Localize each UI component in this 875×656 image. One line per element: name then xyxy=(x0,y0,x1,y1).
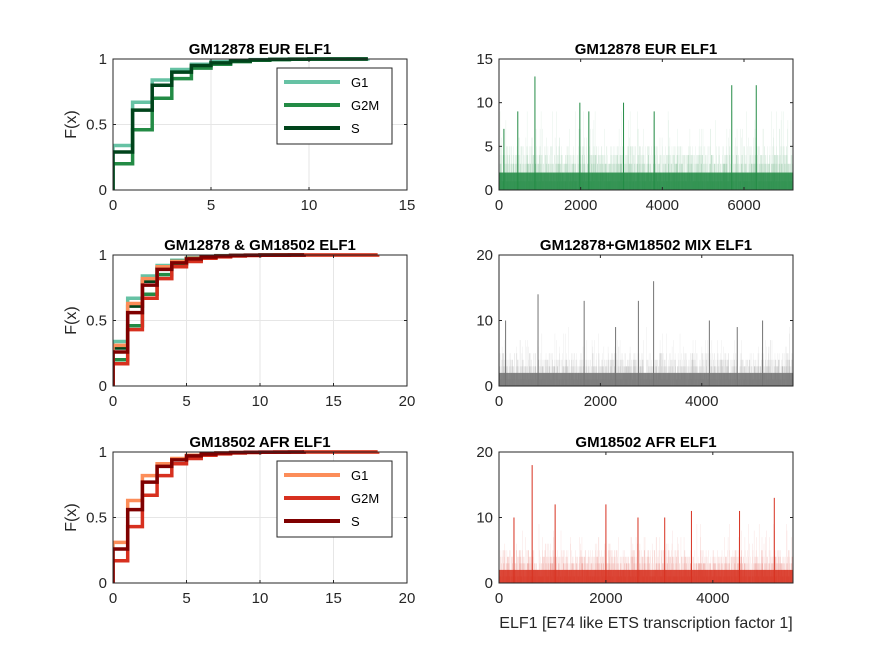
legend-label-g1: G1 xyxy=(351,75,368,90)
x-tick-label: 2000 xyxy=(589,590,622,607)
y-tick-label: 0 xyxy=(485,378,493,395)
chart-panel-5: 0 5 10 15 20 0 0.5 1 GM18502 AFR ELF1 F(x) G1 G2M S xyxy=(63,434,415,607)
chart-panel-3: 0 5 10 15 20 0 0.5 1 GM12878 & GM18502 ELF1 F(x) xyxy=(63,237,415,410)
bar-base xyxy=(499,569,793,583)
chart-title: GM12878 & GM18502 ELF1 xyxy=(164,237,356,254)
legend: G1 G2M S xyxy=(276,460,393,538)
y-axis-label: F(x) xyxy=(63,306,80,334)
chart-title: GM12878 EUR ELF1 xyxy=(189,41,332,58)
x-tick-label: 5 xyxy=(182,393,190,410)
x-tick-label: 0 xyxy=(495,197,503,214)
x-tick-label: 5 xyxy=(207,197,215,214)
y-tick-label: 5 xyxy=(485,138,493,155)
y-axis-label: F(x) xyxy=(63,110,80,138)
chart-title: GM12878+GM18502 MIX ELF1 xyxy=(540,237,752,254)
plot-marks xyxy=(499,465,793,583)
y-tick-label: 10 xyxy=(476,95,493,112)
y-tick-label: 0 xyxy=(485,182,493,199)
legend-label-s: S xyxy=(351,121,360,136)
y-tick-label: 0 xyxy=(99,182,107,199)
y-tick-label: 0 xyxy=(485,575,493,592)
x-tick-label: 15 xyxy=(325,590,342,607)
x-tick-label: 0 xyxy=(495,590,503,607)
y-tick-label: 1 xyxy=(99,247,107,264)
chart-title: GM12878 EUR ELF1 xyxy=(575,41,718,58)
y-tick-label: 10 xyxy=(476,510,493,527)
y-tick-label: 10 xyxy=(476,313,493,330)
bar-base xyxy=(499,172,793,190)
y-tick-label: 20 xyxy=(476,247,493,264)
x-tick-label: 0 xyxy=(495,393,503,410)
x-tick-label: 4000 xyxy=(696,590,729,607)
x-tick-label: 4000 xyxy=(685,393,718,410)
legend-label-g1: G1 xyxy=(351,468,368,483)
x-tick-label: 15 xyxy=(325,393,342,410)
x-tick-label: 15 xyxy=(399,197,416,214)
plot-area xyxy=(499,59,793,190)
y-tick-label: 0 xyxy=(99,378,107,395)
y-tick-label: 15 xyxy=(476,51,493,68)
y-tick-label: 20 xyxy=(476,444,493,461)
plot-marks xyxy=(499,76,793,190)
x-tick-label: 0 xyxy=(109,393,117,410)
x-tick-label: 20 xyxy=(399,393,416,410)
bar-base xyxy=(499,372,793,386)
y-axis-label: F(x) xyxy=(63,503,80,531)
y-tick-label: 1 xyxy=(99,444,107,461)
axes-frame xyxy=(498,58,794,191)
x-tick-label: 4000 xyxy=(646,197,679,214)
x-tick-label: 0 xyxy=(109,590,117,607)
plot-area xyxy=(499,452,793,583)
x-tick-label: 2000 xyxy=(584,393,617,410)
x-tick-label: 2000 xyxy=(564,197,597,214)
chart-title: GM18502 AFR ELF1 xyxy=(189,434,330,451)
x-tick-label: 10 xyxy=(252,393,269,410)
legend-label-g2m: G2M xyxy=(351,491,379,506)
chart-panel-1: 0 5 10 15 0 0.5 1 GM12878 EUR ELF1 F(x) G1 G2M S xyxy=(63,41,415,214)
chart-panel-2: 0 2000 4000 6000 0 5 10 15 GM12878 EUR ELF1 xyxy=(476,41,794,214)
x-tick-label: 10 xyxy=(301,197,318,214)
legend: G1 G2M S xyxy=(276,67,393,145)
chart-title: GM18502 AFR ELF1 xyxy=(575,434,716,451)
x-tick-label: 5 xyxy=(182,590,190,607)
x-tick-label: 0 xyxy=(109,197,117,214)
y-tick-label: 0.5 xyxy=(86,313,107,330)
chart-panel-6: 0 2000 4000 0 10 20 GM18502 AFR ELF1 ELF1 [E74 … xyxy=(476,434,794,632)
x-tick-label: 10 xyxy=(252,590,269,607)
y-tick-label: 0.5 xyxy=(86,510,107,527)
legend-label-g2m: G2M xyxy=(351,98,379,113)
y-tick-label: 1 xyxy=(99,51,107,68)
x-tick-label: 6000 xyxy=(727,197,760,214)
legend-label-s: S xyxy=(351,514,360,529)
x-tick-label: 20 xyxy=(399,590,416,607)
chart-panel-4: 0 2000 4000 0 10 20 GM12878+GM18502 MIX ELF1 xyxy=(476,237,794,410)
x-axis-label: ELF1 [E74 like ETS transcription factor … xyxy=(499,615,792,632)
plot-area xyxy=(499,255,793,386)
plot-marks xyxy=(499,281,793,386)
y-tick-label: 0.5 xyxy=(86,117,107,134)
y-tick-label: 0 xyxy=(99,575,107,592)
